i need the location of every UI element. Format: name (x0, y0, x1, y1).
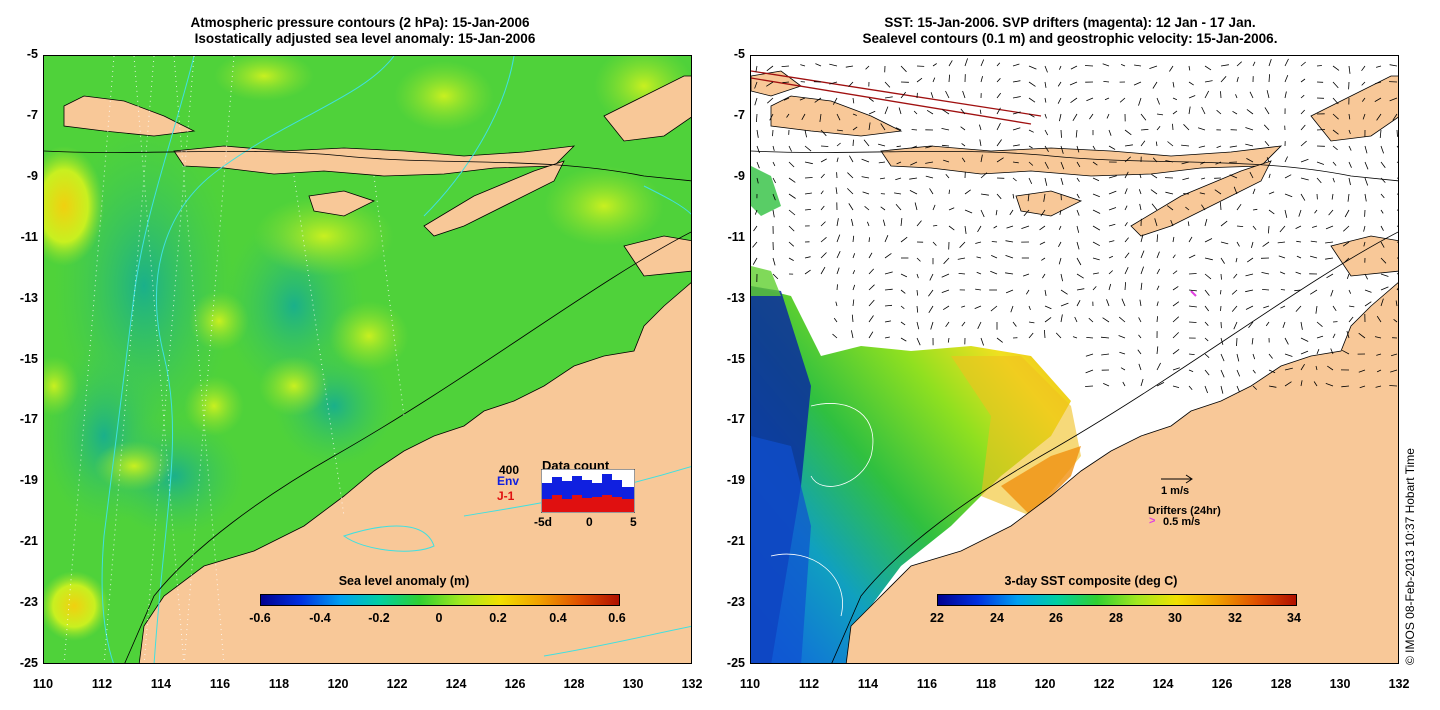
sla-tick-0: -0.6 (249, 611, 271, 625)
left-ytick: -13 (19, 291, 38, 305)
right-xtick: 130 (1329, 677, 1351, 691)
sla-colorbar (260, 594, 620, 606)
right-ytick: -25 (726, 656, 745, 670)
right-ytick: -23 (726, 595, 745, 609)
sla-map: Data count 400 Env J-1 -5d 0 5 Sea level… (43, 55, 692, 664)
sst-tick-2: 26 (1049, 611, 1063, 625)
sla-tick-4: 0.2 (489, 611, 507, 625)
left-xtick: 114 (150, 677, 172, 691)
right-xtick: 132 (1388, 677, 1410, 691)
left-title-line1: Atmospheric pressure contours (2 hPa): 1… (190, 15, 530, 30)
sla-tick-3: 0 (435, 611, 443, 625)
left-ytick: -5 (26, 47, 38, 61)
sst-tick-1: 24 (990, 611, 1004, 625)
left-ytick: -17 (19, 412, 38, 426)
right-xtick: 124 (1152, 677, 1174, 691)
left-xtick: 122 (386, 677, 408, 691)
right-xtick: 116 (916, 677, 938, 691)
sst-colorbar-title: 3-day SST composite (deg C) (1004, 574, 1178, 588)
left-ytick: -11 (20, 230, 38, 244)
left-ytick: -19 (19, 473, 38, 487)
sla-map-graphic (44, 56, 691, 663)
sla-tick-2: -0.2 (368, 611, 390, 625)
right-ytick: -11 (727, 230, 745, 244)
right-title-line1: SST: 15-Jan-2006. SVP drifters (magenta)… (884, 15, 1256, 30)
velocity-vectors (752, 58, 1398, 394)
datacount-axis-right: 5 (630, 515, 637, 529)
velocity-scale-label: 1 m/s (1161, 485, 1190, 497)
left-title-line2: Isostatically adjusted sea level anomaly… (194, 31, 536, 46)
datacount-scale-label: 400 (499, 463, 520, 477)
sst-tick-3: 28 (1109, 611, 1123, 625)
datacount-axis-left: -5d (534, 515, 552, 529)
right-ytick: -15 (726, 352, 745, 366)
datacount-axis-mid: 0 (586, 515, 593, 529)
left-xtick: 116 (209, 677, 231, 691)
left-ytick: -21 (19, 534, 38, 548)
velocity-scale-arrow (1161, 474, 1193, 484)
left-ytick: -15 (19, 352, 38, 366)
right-xtick: 120 (1034, 677, 1056, 691)
sst-tick-5: 32 (1228, 611, 1242, 625)
sst-tick-6: 34 (1287, 611, 1301, 625)
left-xtick: 128 (563, 677, 585, 691)
sst-map-graphic (751, 56, 1398, 663)
left-xtick: 110 (32, 677, 54, 691)
datacount-j1-label: J-1 (497, 489, 515, 503)
right-ytick: -13 (726, 291, 745, 305)
right-xtick: 128 (1270, 677, 1292, 691)
datacount-env-label: Env (497, 474, 520, 488)
right-xtick: 110 (739, 677, 761, 691)
left-ytick: -7 (26, 108, 38, 122)
left-xtick: 132 (681, 677, 703, 691)
sla-tick-6: 0.6 (608, 611, 626, 625)
left-ytick: -9 (26, 169, 38, 183)
left-xtick: 124 (445, 677, 467, 691)
sla-tick-5: 0.4 (549, 611, 567, 625)
left-xtick: 126 (504, 677, 526, 691)
right-ytick: -21 (726, 534, 745, 548)
sla-colorbar-title: Sea level anomaly (m) (338, 574, 470, 588)
left-xtick: 130 (622, 677, 644, 691)
right-xtick: 126 (1211, 677, 1233, 691)
left-xtick: 112 (91, 677, 113, 691)
right-ytick: -17 (726, 412, 745, 426)
right-xtick: 114 (857, 677, 879, 691)
right-xtick: 112 (798, 677, 820, 691)
right-xtick: 122 (1093, 677, 1115, 691)
datacount-histogram (541, 469, 635, 513)
drifter-speed-label: 0.5 m/s (1163, 516, 1201, 528)
right-title-line2: Sealevel contours (0.1 m) and geostrophi… (862, 31, 1278, 46)
sst-map: 1 m/s Drifters (24hr) > 0.5 m/s 3-day SS… (750, 55, 1399, 664)
sst-colorbar (937, 594, 1297, 606)
right-ytick: -5 (733, 47, 745, 61)
right-ytick: -9 (733, 169, 745, 183)
left-xtick: 120 (327, 677, 349, 691)
drifter-arrow-icon: > (1149, 515, 1156, 527)
right-ytick: -19 (726, 473, 745, 487)
sst-tick-0: 22 (930, 611, 944, 625)
sla-tick-1: -0.4 (309, 611, 331, 625)
sst-tick-4: 30 (1168, 611, 1182, 625)
drifters-label: Drifters (24hr) (1148, 505, 1221, 517)
left-ytick: -23 (19, 595, 38, 609)
right-ytick: -7 (733, 108, 745, 122)
credit-text: © IMOS 08-Feb-2013 10:37 Hobart Time (1403, 448, 1417, 665)
right-xtick: 118 (975, 677, 997, 691)
left-xtick: 118 (268, 677, 290, 691)
left-ytick: -25 (19, 656, 38, 670)
